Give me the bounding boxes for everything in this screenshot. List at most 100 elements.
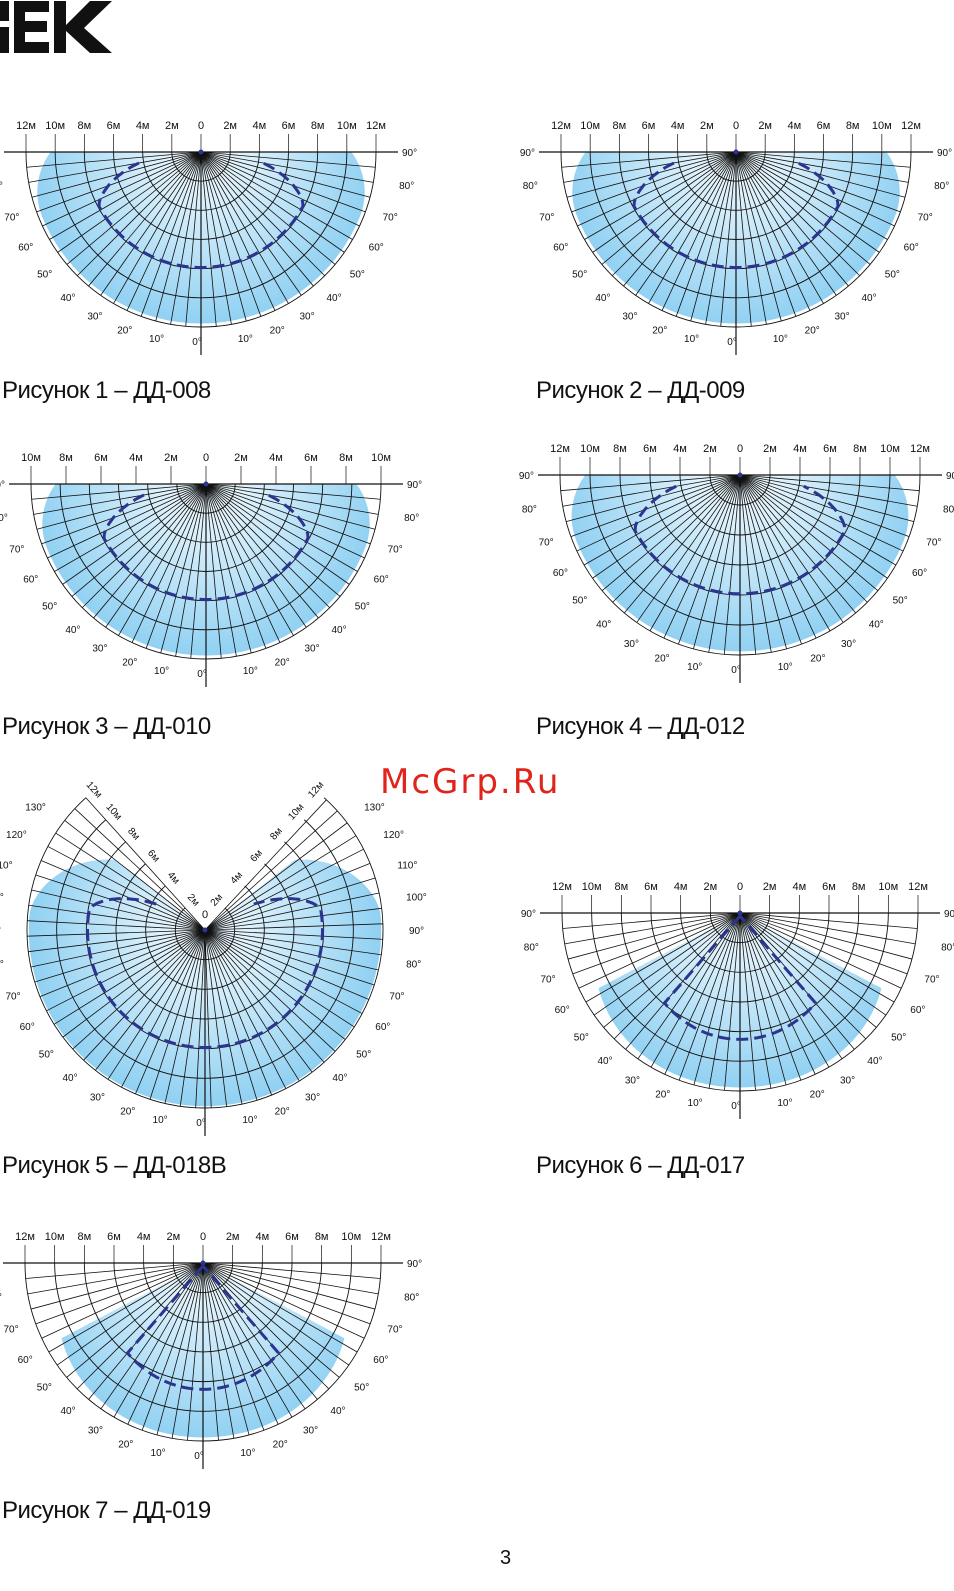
distance-label: 6м <box>285 1231 299 1243</box>
radial-line <box>81 483 207 609</box>
angle-label: 30° <box>88 1425 103 1436</box>
radial-line <box>708 474 741 653</box>
radial-line <box>205 483 267 649</box>
distance-ring <box>142 151 260 211</box>
radial-line <box>650 912 741 1068</box>
radial-line <box>593 912 741 1016</box>
radial-line <box>735 151 895 227</box>
angle-label: 10° <box>238 334 253 345</box>
radial-line <box>121 929 206 1088</box>
distance-label: 10м <box>878 881 898 893</box>
radial-line <box>592 474 741 579</box>
radial-line <box>571 151 737 213</box>
radial-line <box>35 1262 204 1325</box>
distance-label: 6м <box>107 120 121 132</box>
radial-line <box>205 483 350 585</box>
distance-ring <box>619 474 861 596</box>
distance-label: 12м <box>16 120 36 132</box>
angle-label: 20° <box>655 653 670 664</box>
distance-ring <box>649 474 831 566</box>
distance-label: 4м <box>252 120 266 132</box>
distance-ring <box>113 151 289 240</box>
distance-ring <box>172 1262 234 1294</box>
figure-caption: Рисунок 5 – ДД-018B <box>2 1152 227 1179</box>
radial-line <box>601 151 737 265</box>
radial-line <box>100 1262 204 1410</box>
angle-label: 70° <box>4 213 19 224</box>
radial-line <box>175 483 207 657</box>
radial-line <box>34 929 206 983</box>
angle-label: 80° <box>0 513 8 524</box>
radial-line <box>735 151 752 327</box>
angle-label: 10° <box>153 1115 168 1126</box>
angle-label: 10° <box>777 1098 792 1109</box>
radial-line <box>623 151 737 287</box>
distance-label: 6м <box>248 848 265 865</box>
angle-label: 80° <box>941 942 954 953</box>
radial-line <box>623 474 741 614</box>
distance-label: 0 <box>737 881 743 893</box>
angle-label: 30° <box>622 312 637 323</box>
angle-label: 20° <box>120 1106 135 1117</box>
radial-line <box>739 474 844 623</box>
radial-line <box>649 474 741 632</box>
radial-line <box>735 151 837 296</box>
radial-line <box>200 151 360 227</box>
radial-line <box>739 474 904 552</box>
radial-line <box>675 151 737 317</box>
radial-line <box>739 912 895 1003</box>
radial-line <box>204 929 228 1107</box>
angle-label: 80° <box>524 942 539 953</box>
radial-line <box>735 151 880 253</box>
angle-label: 40° <box>60 1406 75 1417</box>
radial-line <box>204 923 383 931</box>
radial-line <box>739 912 830 1068</box>
radial-line <box>202 1262 250 1436</box>
detection-curve <box>97 161 305 270</box>
distance-label: 12м <box>901 120 921 132</box>
radial-line <box>739 912 877 1028</box>
angle-label: 50° <box>37 1382 52 1393</box>
radial-line <box>28 904 206 931</box>
angle-label: 30° <box>305 1092 320 1103</box>
radial-line <box>739 912 887 1016</box>
radial-line <box>72 929 206 1050</box>
angle-label: 40° <box>596 620 611 631</box>
angle-label: 70° <box>9 545 24 556</box>
radial-line <box>735 151 888 240</box>
radial-line <box>171 1262 204 1439</box>
angle-label: 80° <box>523 181 538 192</box>
radial-line <box>205 483 281 643</box>
angle-label: 0° <box>727 337 737 348</box>
angle-label: 10° <box>778 662 793 673</box>
radial-line <box>705 151 737 325</box>
radial-line <box>735 151 911 168</box>
angle-label: 60° <box>374 575 389 586</box>
radial-line <box>739 474 817 639</box>
angle-label: 10° <box>684 334 699 345</box>
distance-ring <box>709 474 771 506</box>
angle-label: 60° <box>553 568 568 579</box>
angle-label: 120° <box>383 830 404 841</box>
figure-caption: Рисунок 1 – ДД-008 <box>2 377 211 404</box>
radial-line <box>135 929 206 1095</box>
radial-line <box>47 846 206 931</box>
radial-line <box>205 483 307 628</box>
angle-label: 60° <box>373 1355 388 1366</box>
distance-label: 8м <box>612 120 626 132</box>
angle-label: 80° <box>404 1292 419 1303</box>
distance-label: 0 <box>203 452 209 464</box>
radial-line <box>735 151 861 277</box>
radial-line <box>205 483 252 654</box>
angle-label: 0° <box>731 1101 741 1112</box>
radial-line <box>27 1262 204 1295</box>
angle-label: 70° <box>3 1325 18 1336</box>
radial-line <box>564 912 741 945</box>
radial-line <box>708 912 741 1089</box>
angle-label: 20° <box>810 653 825 664</box>
sensor-center <box>203 481 209 487</box>
angle-label: 30° <box>90 1092 105 1103</box>
distance-label: 4м <box>787 120 801 132</box>
radial-line <box>735 151 871 265</box>
radial-line <box>739 912 802 1081</box>
